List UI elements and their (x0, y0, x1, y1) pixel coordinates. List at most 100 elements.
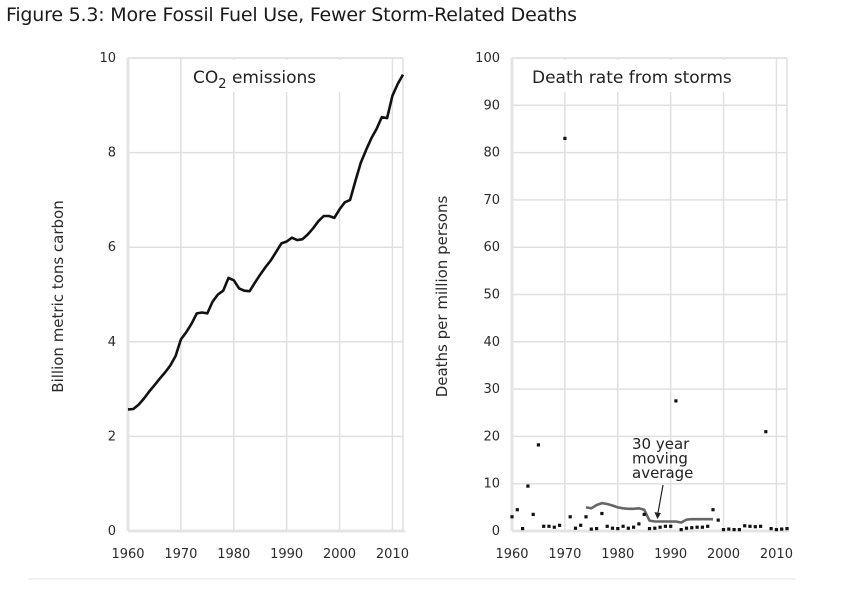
storm-y-tick-label: 30 (483, 382, 500, 397)
death-rate-point (542, 524, 546, 528)
storm-y-tick-label: 60 (483, 240, 500, 255)
death-rate-point (727, 527, 731, 531)
death-rate-point (584, 515, 588, 519)
storm-y-tick-label: 0 (492, 524, 500, 539)
death-rate-point (547, 524, 551, 528)
death-rate-point (605, 524, 609, 528)
death-rate-point (669, 524, 673, 528)
co2-x-ticks: 1960 1970 1980 1990 2000 2010 (111, 547, 409, 562)
death-rate-point (711, 508, 715, 512)
death-rate-point (600, 511, 604, 516)
storm-y-tick-label: 90 (483, 98, 500, 113)
death-rate-point (589, 527, 593, 531)
death-rate-point (552, 525, 556, 529)
annotation-line-1: 30 year (632, 435, 690, 453)
death-rate-point (526, 484, 530, 488)
death-rate-point (743, 524, 747, 528)
storm-chart-title: Death rate from storms (532, 68, 732, 88)
death-rate-point (653, 526, 657, 530)
death-rate-point (748, 524, 752, 528)
co2-x-tick-label: 2010 (376, 547, 409, 562)
annotation-arrowhead-icon (654, 512, 661, 520)
co2-y-axis-label: Billion metric tons carbon (49, 200, 67, 392)
death-rate-point (706, 524, 710, 528)
moving-average-annotation: 30 year moving average (632, 435, 693, 520)
death-rate-point (684, 526, 689, 530)
storm-y-tick-label: 80 (483, 146, 500, 161)
storm-y-ticks: 0 10 20 30 40 50 60 70 80 90 100 (475, 51, 500, 539)
death-rate-point (732, 528, 736, 532)
death-rate-point (695, 525, 699, 529)
death-rate-point (568, 515, 572, 519)
death-rate-point (690, 526, 694, 530)
annotation-line-3: average (632, 464, 693, 482)
death-rate-point (626, 526, 630, 530)
moving-average-line (585, 501, 713, 524)
death-rate-point (610, 526, 615, 530)
storm-y-tick-label: 40 (483, 335, 500, 350)
death-rate-point (716, 518, 720, 522)
co2-y-tick-label: 10 (99, 51, 116, 66)
co2-title-subscript: 2 (218, 77, 226, 92)
death-rate-point (764, 430, 768, 434)
death-rate-point (780, 527, 784, 531)
death-rate-point (521, 527, 525, 531)
death-rate-point (700, 525, 704, 529)
co2-chart-title: CO2 emissions (193, 68, 316, 92)
death-rate-point (674, 399, 678, 403)
death-rate-point (579, 523, 583, 527)
co2-x-tick-label: 1980 (217, 547, 250, 562)
storm-x-tick-label: 1960 (495, 547, 528, 562)
storm-y-tick-label: 70 (483, 193, 500, 208)
death-rate-point (753, 525, 757, 529)
storm-x-tick-label: 1980 (601, 547, 634, 562)
co2-title-background (185, 60, 345, 92)
storm-y-axis-label: Deaths per million persons (433, 196, 451, 398)
storm-x-ticks: 1960 1970 1980 1990 2000 2010 (495, 547, 793, 562)
storm-title-background (524, 60, 774, 92)
storm-x-tick-label: 1970 (548, 547, 581, 562)
death-rate-point (621, 524, 625, 528)
death-rate-point (510, 515, 514, 519)
storm-grid (510, 57, 789, 533)
death-rate-point (679, 528, 683, 532)
death-rate-point (515, 508, 519, 512)
death-rate-point (531, 512, 535, 516)
co2-title-main: CO (193, 68, 218, 88)
death-rate-point (616, 527, 620, 531)
storm-y-tick-label: 100 (475, 51, 500, 66)
death-rate-point (785, 527, 789, 531)
co2-y-tick-label: 2 (108, 429, 116, 444)
storm-x-tick-label: 2000 (707, 547, 740, 562)
co2-x-tick-label: 1960 (111, 547, 144, 562)
death-rate-point (737, 528, 741, 532)
co2-emissions-line (127, 73, 405, 411)
co2-x-tick-label: 2000 (323, 547, 356, 562)
bottom-divider (28, 578, 796, 580)
co2-y-tick-label: 6 (108, 240, 116, 255)
co2-grid (126, 57, 405, 533)
death-rate-point (658, 525, 662, 529)
co2-x-tick-label: 1970 (164, 547, 197, 562)
death-rate-point (769, 527, 773, 531)
death-rate-point (573, 526, 578, 530)
death-rate-point (663, 524, 667, 528)
death-rate-points (510, 136, 789, 532)
co2-y-tick-label: 8 (108, 146, 116, 161)
storm-y-tick-label: 20 (483, 429, 500, 444)
death-rate-point (642, 512, 646, 516)
death-rate-point (558, 523, 562, 527)
death-rate-point (759, 524, 763, 528)
storm-x-tick-label: 2010 (760, 547, 793, 562)
annotation-line-2: moving (632, 450, 688, 468)
annotation-arrow (657, 484, 664, 514)
death-rate-point (536, 443, 540, 447)
co2-title-rest: emissions (227, 68, 317, 88)
death-rate-point (647, 527, 652, 531)
storm-death-rate-chart: Death rate from storms 0 10 20 30 40 50 60 70 80… (433, 51, 793, 562)
co2-y-tick-label: 4 (108, 335, 116, 350)
death-rate-point (637, 522, 641, 526)
co2-y-tick-label: 0 (108, 524, 116, 539)
